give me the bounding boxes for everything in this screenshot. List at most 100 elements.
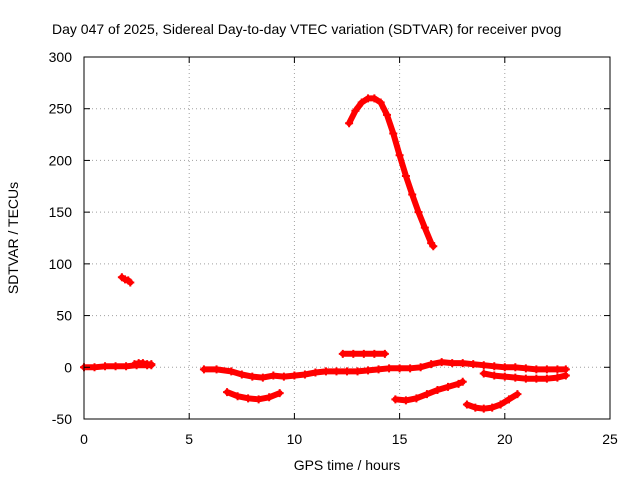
- y-tick-label: 200: [49, 152, 73, 168]
- data-point: [469, 360, 478, 369]
- data-point: [353, 367, 362, 376]
- data-point: [364, 366, 373, 375]
- data-point: [420, 223, 429, 232]
- data-point: [462, 400, 471, 409]
- x-tick-label: 20: [497, 431, 513, 447]
- data-point: [395, 364, 404, 373]
- data-point: [389, 129, 398, 138]
- data-point: [401, 396, 410, 405]
- data-point: [227, 367, 236, 376]
- data-point: [416, 363, 425, 372]
- x-tick-label: 15: [392, 431, 408, 447]
- data-point: [370, 94, 379, 103]
- data-point: [511, 363, 520, 372]
- series-arc-4: [199, 358, 570, 382]
- series-arc-6: [338, 349, 389, 358]
- data-point: [422, 390, 431, 399]
- data-point: [500, 372, 509, 381]
- data-point: [391, 395, 400, 404]
- data-point: [433, 386, 442, 395]
- data-point: [427, 360, 436, 369]
- data-point: [258, 373, 267, 382]
- axis-ticks: 0 5 10 15 20 25 -50 0 50 100 150 200 250 300: [49, 49, 618, 447]
- data-point: [223, 388, 232, 397]
- y-tick-label: 50: [56, 308, 72, 324]
- data-point: [437, 358, 446, 367]
- data-point: [90, 363, 99, 372]
- grid: [84, 57, 610, 419]
- y-axis-label: SDTVAR / TECUs: [5, 182, 21, 294]
- series-arc-10: [479, 369, 570, 383]
- data-point: [254, 395, 263, 404]
- data-point: [458, 359, 467, 368]
- data-point: [490, 362, 499, 371]
- data-point: [488, 403, 497, 412]
- data-point: [505, 395, 514, 404]
- data-point: [265, 393, 274, 402]
- plot-frame: [83, 56, 611, 420]
- x-axis-label: GPS time / hours: [294, 457, 401, 473]
- data-points: [80, 94, 570, 413]
- data-point: [290, 371, 299, 380]
- data-point: [349, 349, 358, 358]
- x-tick-label: 5: [185, 431, 193, 447]
- data-point: [479, 369, 488, 378]
- chart-title: Day 047 of 2025, Sidereal Day-to-day VTE…: [52, 21, 561, 37]
- data-point: [237, 370, 246, 379]
- data-point: [542, 365, 551, 374]
- data-point: [212, 365, 221, 374]
- data-point: [553, 373, 562, 382]
- data-point: [374, 365, 383, 374]
- data-point: [471, 403, 480, 412]
- data-point: [414, 208, 423, 217]
- data-point: [357, 98, 366, 107]
- data-point: [338, 349, 347, 358]
- series-trace: [346, 95, 437, 250]
- data-point: [343, 367, 351, 376]
- data-point: [553, 365, 562, 374]
- data-point: [351, 106, 360, 115]
- data-point: [401, 171, 410, 180]
- data-point: [500, 363, 509, 372]
- data-point: [395, 151, 404, 160]
- data-point: [370, 349, 379, 358]
- data-point: [147, 360, 156, 369]
- data-point: [443, 382, 452, 391]
- data-point: [521, 374, 530, 383]
- data-point: [521, 364, 530, 373]
- data-point: [479, 361, 488, 370]
- data-point: [408, 190, 417, 199]
- data-point: [479, 404, 488, 413]
- x-tick-label: 0: [80, 431, 88, 447]
- data-point: [513, 390, 522, 399]
- series-arc-8: [391, 377, 467, 405]
- data-point: [448, 359, 457, 368]
- data-point: [412, 394, 421, 403]
- data-point: [406, 364, 415, 373]
- data-point: [279, 372, 288, 381]
- data-point: [382, 110, 391, 119]
- data-point: [111, 362, 120, 371]
- data-point: [248, 372, 257, 381]
- data-point: [532, 374, 541, 383]
- data-point: [126, 278, 135, 287]
- y-tick-label: 0: [64, 359, 72, 375]
- series-arc-2: [130, 359, 156, 369]
- data-point: [454, 379, 463, 388]
- x-tick-label: 25: [602, 431, 618, 447]
- data-point: [511, 373, 520, 382]
- y-tick-label: -50: [52, 411, 72, 427]
- data-point: [244, 394, 253, 403]
- data-point: [496, 400, 505, 409]
- data-point: [300, 370, 309, 379]
- data-point: [199, 365, 208, 374]
- y-tick-label: 150: [49, 204, 73, 220]
- data-point: [359, 349, 368, 358]
- data-point: [345, 119, 354, 128]
- series-arc-3: [117, 273, 135, 287]
- data-point: [542, 374, 551, 383]
- data-point: [332, 367, 341, 376]
- data-point: [458, 377, 467, 386]
- data-point: [321, 367, 330, 376]
- data-point: [101, 362, 110, 371]
